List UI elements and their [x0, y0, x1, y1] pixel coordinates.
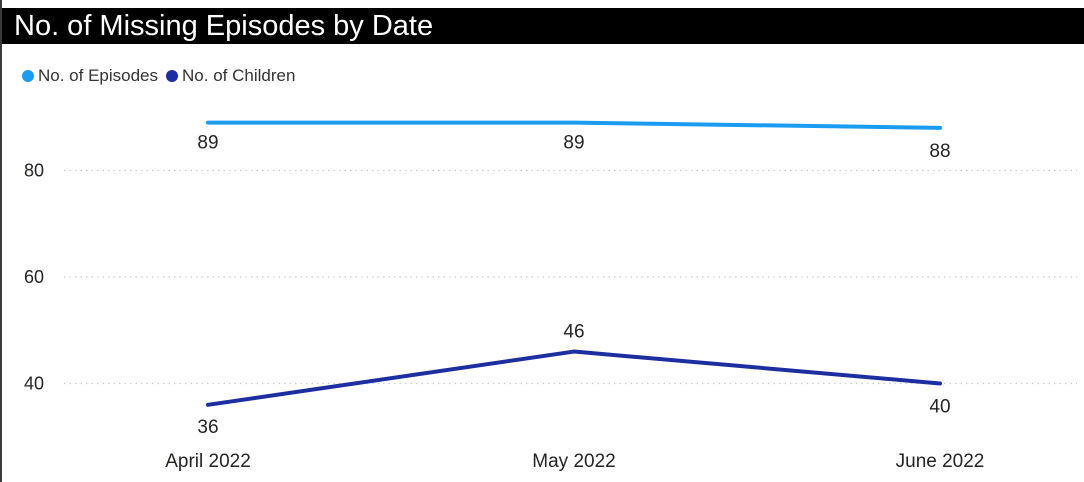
- x-tick-label-2: June 2022: [896, 451, 985, 472]
- data-label-episodes-1: 89: [563, 133, 584, 154]
- legend-marker-episodes: [22, 70, 34, 82]
- data-label-children-1: 46: [563, 322, 584, 343]
- y-tick-label-80: 80: [24, 161, 44, 181]
- data-label-episodes-2: 88: [929, 141, 950, 162]
- chart-title: No. of Missing Episodes by Date: [14, 10, 434, 42]
- legend-label-children: No. of Children: [182, 66, 296, 85]
- data-label-children-2: 40: [929, 397, 950, 418]
- data-labels: 89 89 88 36 46 40: [197, 133, 950, 438]
- y-tick-label-40: 40: [24, 374, 44, 394]
- series-line-children[interactable]: [206, 349, 942, 407]
- x-axis: April 2022 May 2022 June 2022: [165, 451, 984, 472]
- series-lines: [206, 120, 942, 407]
- y-axis: 40 60 80: [24, 161, 44, 394]
- x-tick-label-1: May 2022: [532, 451, 615, 472]
- legend: No. of Episodes No. of Children: [22, 66, 303, 86]
- legend-marker-children: [166, 70, 179, 82]
- data-label-children-0: 36: [197, 417, 218, 438]
- legend-item-episodes[interactable]: No. of Episodes: [22, 66, 158, 86]
- x-tick-label-0: April 2022: [165, 451, 251, 472]
- y-tick-label-60: 60: [24, 267, 44, 287]
- gridlines: [64, 169, 1077, 385]
- legend-item-children[interactable]: No. of Children: [166, 66, 295, 86]
- data-label-episodes-0: 89: [197, 133, 218, 154]
- series-line-episodes[interactable]: [206, 120, 942, 130]
- title-bar: No. of Missing Episodes by Date: [2, 8, 1084, 44]
- legend-label-episodes: No. of Episodes: [38, 66, 159, 85]
